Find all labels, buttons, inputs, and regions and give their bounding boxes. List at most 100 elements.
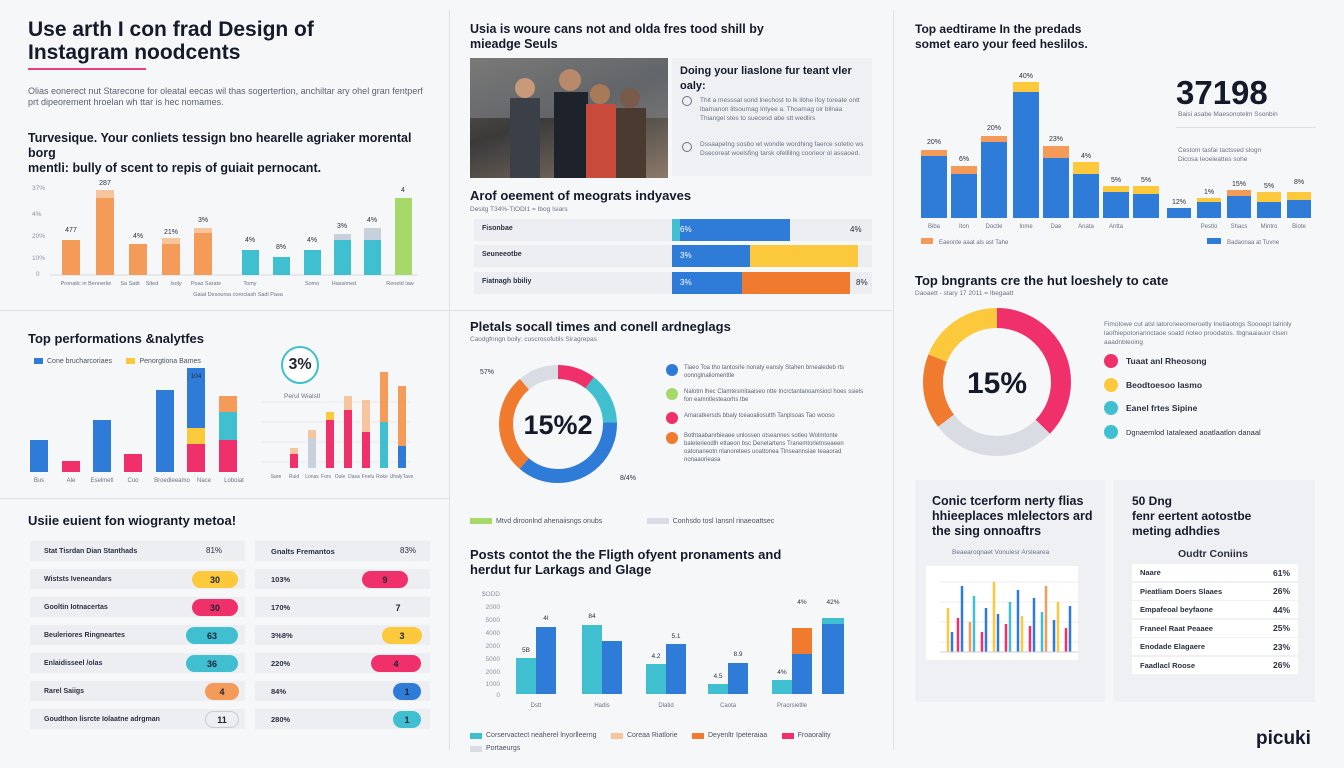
gauge-caption: Perul Wialstl [284,393,321,400]
data-label: 4% [367,217,377,224]
section-divider [449,310,893,311]
column-divider [893,10,894,750]
table-row: Goudthon lisrcte Iolaatne adrgman [30,709,245,729]
ring-center: 15% [967,367,1027,400]
value-pill: 30 [192,599,238,616]
data-label: 21% [164,229,178,236]
x-label: Roke [376,474,388,480]
x-label: Antta [1109,224,1124,230]
chart-caption: Gaial Desoursa coroclash Sadi Pasa [193,292,284,298]
bar [395,198,412,275]
check-icon [682,96,692,106]
y-tick: 5000 [486,617,501,624]
x-label: Oule [335,474,346,480]
card-right-title: 50 Dng fenr eertent aotostbe meting adhdie… [1132,494,1252,538]
donut-items: Tiaeo Toa tho tantosrle nonaty eansly St… [666,364,872,464]
row-label: 280% [271,714,291,724]
table-row: 280% [255,709,430,729]
data-label: 23% [1049,136,1063,143]
y-tick: 1000 [486,681,501,688]
y-tick: 2000 [486,669,501,676]
bar [304,250,321,275]
bar-value: 6% [680,225,692,234]
row-label: Empafeoal beyfaone [1140,605,1213,614]
row-label: Wiststs Iveneandars [44,575,112,583]
x-label: Caota [720,703,737,709]
x-label: Pronatic in Bennerlie [61,281,112,287]
bar-cap [162,238,180,244]
x-label: Dae [1050,224,1062,230]
x-label: Tave [403,474,414,480]
row-label: Pieatliam Doers Slaaes [1140,586,1223,596]
table-row: Gnalts Fremantos [255,541,430,561]
x-label: Biba [928,224,941,230]
x-label: Reoeld Iaw [386,281,414,287]
perf-legend: Cone brucharcoriaes Penorgtiona Bames [34,351,211,369]
x-label: Bus [34,478,44,484]
x-label: Cuo [127,478,139,484]
data-label: 4% [777,669,787,676]
grouped-bar-chart: $ODD 2000 5000 4000 2000 5000 2000 1000 … [482,591,844,709]
y-tick: 2000 [486,643,501,650]
column-divider [449,10,450,750]
table-row: Faadlacl Roose 26% [1132,656,1298,674]
data-label: 8% [1294,179,1304,186]
donut-label: 8/4% [620,475,636,482]
donut-item: Tiaeo Toa tho tantosrle nonaty eansly St… [684,365,845,379]
table-row: Naare 61% [1132,564,1298,581]
bars-title: Arof oeement of meograts indyaves [470,188,692,203]
table-row: Empafeoal beyfaone 44% [1132,601,1298,618]
y-tick: 0 [36,271,40,278]
data-label: 4% [797,599,807,606]
y-tick: 0 [496,692,500,699]
value-pill: 4 [371,655,421,672]
bar-value: 3% [680,278,692,287]
row-value: 81% [206,546,223,555]
data-label: 4% [245,237,255,244]
table-row: Wiststs Iveneandars [30,569,245,589]
value-pill: 7 [384,599,412,616]
x-label: Hassimed [332,281,356,287]
gauge-badge: 3% [281,346,319,384]
data-label: 5% [1264,183,1274,190]
value-pill: 11 [205,711,239,728]
data-label: 84 [588,613,596,620]
page-title: Use arth I con frad Design of Instagram n… [28,18,314,64]
y-tick: 20% [32,233,45,240]
data-label: 42% [826,599,839,606]
value-pill: 36 [186,655,238,672]
data-label: 4.5 [713,673,722,680]
row-value: 61% [1272,567,1290,578]
data-label: 3% [198,217,208,224]
x-label: Dasa [348,474,360,480]
data-label: 15% [1232,181,1246,188]
card-title: Usia is woure cans not and olda fres too… [470,22,764,51]
y-tick: 10% [32,255,45,262]
data-label: 477 [65,227,77,234]
legend-label: Badaonaa at Tuvne [1227,240,1280,246]
table-row: 84% [255,681,430,701]
x-label: Fnelu [362,474,375,480]
x-label: Ruid [289,474,300,480]
row-label: Goudthon lisrcte Iolaatne adrgman [44,715,160,723]
row-label: Franeel Raat Peaaee [1140,623,1213,633]
table-row: Gooltin Iotnacertas [30,597,245,617]
x-label: Somo [305,281,319,287]
card-left-sub: Beaearoqnaet Vonuiesr Arslearea [952,549,1050,556]
y-tick: 4000 [486,630,501,637]
y-tick: 2000 [486,604,501,611]
bar-segment [672,272,742,294]
table-row: Rarel Saiigs [30,681,245,701]
data-label: 5% [1111,177,1121,184]
data-label: 4 [401,187,405,194]
data-label: 4% [307,237,317,244]
x-label: Tomy [243,281,256,287]
x-label: Mintro [1261,224,1278,230]
top-desc: Cestom tasfai tactssed slogn Dicosa Ieoe… [1178,147,1262,163]
x-label: Poas Sarate [191,281,221,287]
big-number: 37198 [1176,74,1268,111]
y-tick: 5000 [486,656,501,663]
row-label: Naare [1140,568,1161,577]
bar [96,190,114,275]
x-label: Ale [67,478,76,484]
